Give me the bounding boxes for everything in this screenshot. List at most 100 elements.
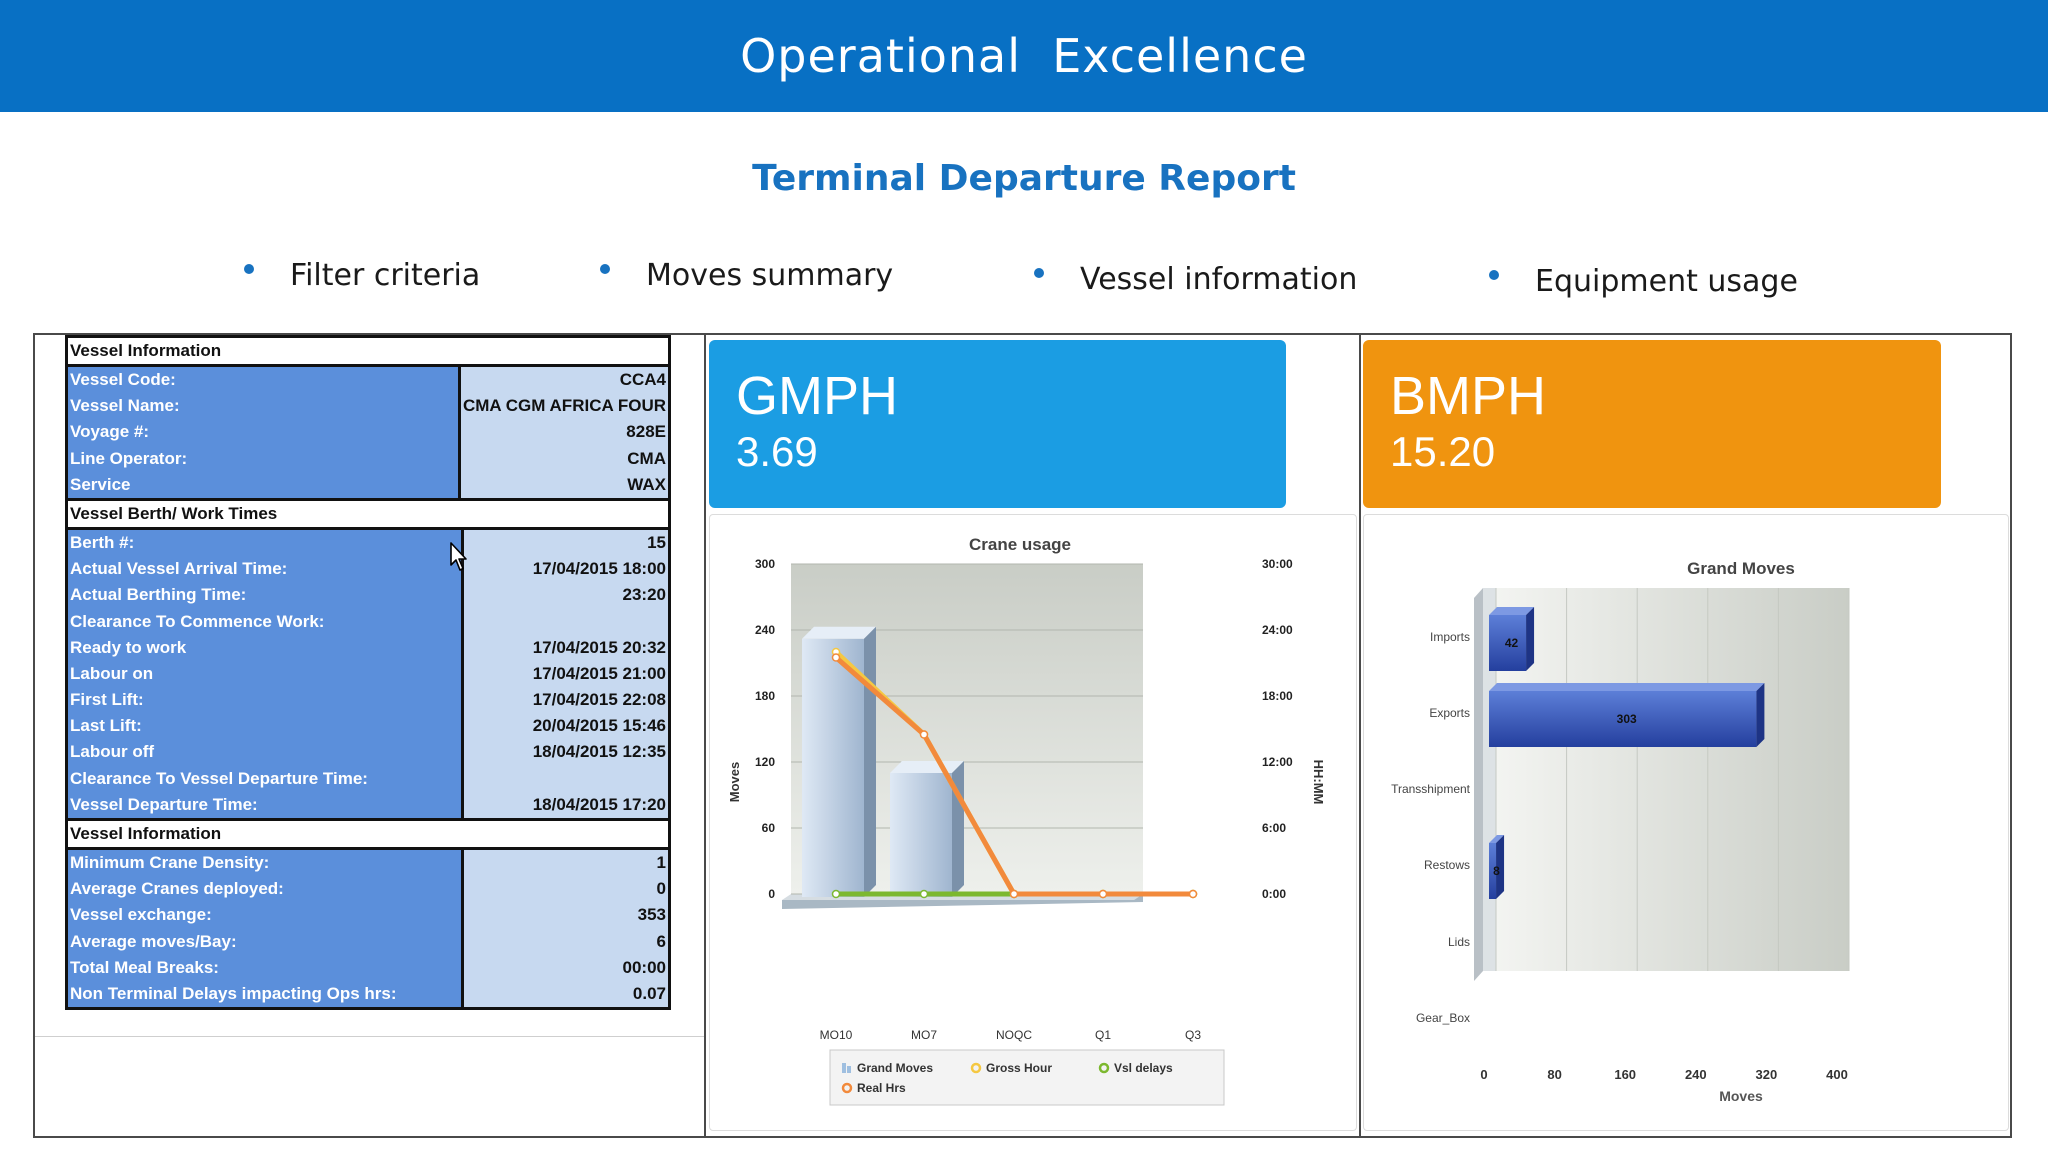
line-point xyxy=(831,653,841,662)
x-tick-label: 160 xyxy=(1614,1067,1636,1082)
panel-divider xyxy=(704,333,706,1138)
bar: 8 xyxy=(1489,835,1505,899)
x-tick-label: MO7 xyxy=(911,1028,937,1042)
value-column: 1 0 353 6 00:00 0.07 xyxy=(464,850,668,1008)
category-label: Restows xyxy=(1424,858,1470,872)
line-point xyxy=(1188,889,1198,899)
bmph-card: BMPH 15.20 xyxy=(1363,340,1941,508)
row-label: Line Operator: xyxy=(70,448,188,468)
y2-tick-label: 30:00 xyxy=(1262,557,1293,571)
row-value: 6 xyxy=(656,931,666,951)
row-label: Total Meal Breaks: xyxy=(70,957,219,977)
y-tick-label: 180 xyxy=(755,689,775,703)
row-value: WAX xyxy=(627,474,666,494)
legend-label: Grand Moves xyxy=(857,1061,933,1075)
row-value: 18/04/2015 12:35 xyxy=(532,742,666,762)
category-label: Lids xyxy=(1448,935,1470,949)
x-ticks: 0 80 160 240 320 400 xyxy=(1480,1067,1847,1082)
y2-ticks: 0:00 6:00 12:00 18:00 24:00 30:00 xyxy=(1262,557,1293,901)
section-header: Vessel Berth/ Work Times xyxy=(68,497,668,530)
bullet-dot-icon xyxy=(1489,269,1499,280)
value-column: 15 17/04/2015 18:00 23:20 17/04/2015 20:… xyxy=(464,529,668,818)
row-value: 20/04/2015 15:46 xyxy=(532,716,666,736)
bars xyxy=(802,626,964,897)
x-tick-label: MO10 xyxy=(820,1028,853,1042)
vessel-info-table: Vessel Information Vessel Code: Vessel N… xyxy=(65,335,671,1011)
bar: 303 xyxy=(1489,683,1765,747)
value-column: CCA4 CMA CGM AFRICA FOUR 828E CMA WAX xyxy=(460,367,668,498)
x-tick-label: 400 xyxy=(1826,1067,1848,1082)
row-value: 0 xyxy=(656,879,666,899)
row-value: 828E xyxy=(626,422,666,442)
legend-label: Gross Hour xyxy=(986,1061,1052,1075)
label-column: Berth #: Actual Vessel Arrival Time: Act… xyxy=(68,529,464,818)
label-column: Minimum Crane Density: Average Cranes de… xyxy=(68,850,464,1008)
row-value: 17/04/2015 21:00 xyxy=(532,663,666,683)
row-value: 18/04/2015 17:20 xyxy=(532,794,666,814)
y-tick-label: 300 xyxy=(755,557,775,571)
bullet-label: Filter criteria xyxy=(290,258,481,293)
row-value: 17/04/2015 20:32 xyxy=(532,637,666,657)
bullet-label: Moves summary xyxy=(646,258,894,293)
y2-tick-label: 6:00 xyxy=(1262,821,1286,835)
x-tick-label: Q1 xyxy=(1095,1028,1111,1042)
x-axis-label: Moves xyxy=(1719,1088,1763,1104)
row-value xyxy=(464,766,668,792)
category-label: Gear_Box xyxy=(1416,1011,1470,1025)
row-value: 1 xyxy=(656,853,666,872)
grand-moves-chart: Grand Moves 42 303 8 Imports Exports Transsh… xyxy=(1391,559,1850,1104)
legend-items: Grand Moves Gross Hour Vsl delays Real Hrs xyxy=(841,1061,1173,1095)
row-value: 23:20 xyxy=(622,585,666,605)
row-label: Non Terminal Delays impacting Ops hrs: xyxy=(70,983,397,1003)
x-tick-label: NOQC xyxy=(996,1028,1032,1042)
y-tick-label: 0 xyxy=(768,887,775,901)
bullet-label: Vessel information xyxy=(1080,262,1358,297)
line-point xyxy=(1009,889,1019,899)
kpi-label: BMPH xyxy=(1390,366,1547,426)
bar: 42 xyxy=(1489,607,1535,671)
legend-item: Vsl delays xyxy=(1098,1061,1173,1075)
section-rows: Minimum Crane Density: Average Cranes de… xyxy=(68,850,668,1008)
row-label: Berth #: xyxy=(70,532,135,552)
row-label: Vessel Code: xyxy=(70,370,176,389)
legend-label: Real Hrs xyxy=(857,1081,906,1095)
row-label: Last Lift: xyxy=(70,716,142,736)
y-tick-label: 240 xyxy=(755,623,775,637)
line-point xyxy=(919,889,929,899)
row-label: First Lift: xyxy=(70,690,144,710)
bullet-item: Vessel information xyxy=(1034,262,1357,297)
x-tick-label: 320 xyxy=(1756,1067,1778,1082)
legend-item: Real Hrs xyxy=(841,1081,906,1095)
y-tick-label: 60 xyxy=(762,821,776,835)
x-tick-label: 0 xyxy=(1480,1067,1487,1082)
report-title: Terminal Departure Report xyxy=(752,158,1296,199)
category-label: Imports xyxy=(1430,630,1470,644)
y2-tick-label: 0:00 xyxy=(1262,887,1286,901)
panel-divider xyxy=(1359,333,1361,1138)
row-value: 15 xyxy=(647,532,666,552)
section-rows: Vessel Code: Vessel Name: Voyage #: Line… xyxy=(68,367,668,498)
chart-title: Crane usage xyxy=(969,535,1071,554)
y-tick-label: 120 xyxy=(755,755,775,769)
series-lines xyxy=(831,647,1198,899)
y2-tick-label: 12:00 xyxy=(1262,755,1293,769)
row-value: 17/04/2015 18:00 xyxy=(532,559,666,579)
section-header: Vessel Information xyxy=(68,818,668,850)
bullet-item: Moves summary xyxy=(600,258,893,293)
row-value: 17/04/2015 22:08 xyxy=(532,690,666,710)
line-point xyxy=(831,889,841,899)
x-tick-label: Q3 xyxy=(1185,1028,1201,1042)
series-line xyxy=(831,653,1198,899)
bar xyxy=(890,761,964,897)
line-point xyxy=(1098,889,1108,899)
x-tick-label: 80 xyxy=(1547,1067,1561,1082)
category-label: Transshipment xyxy=(1391,782,1471,796)
row-label: Labour off xyxy=(70,742,155,762)
row-value: CMA CGM AFRICA FOUR xyxy=(462,396,666,416)
row-label: Vessel Name: xyxy=(70,396,180,416)
bullet-item: Filter criteria xyxy=(244,258,480,293)
row-label: Voyage #: xyxy=(70,422,150,442)
kpi-value: 15.20 xyxy=(1390,428,1496,475)
y-axis-label: Moves xyxy=(727,762,742,802)
x-tick-label: 240 xyxy=(1685,1067,1707,1082)
